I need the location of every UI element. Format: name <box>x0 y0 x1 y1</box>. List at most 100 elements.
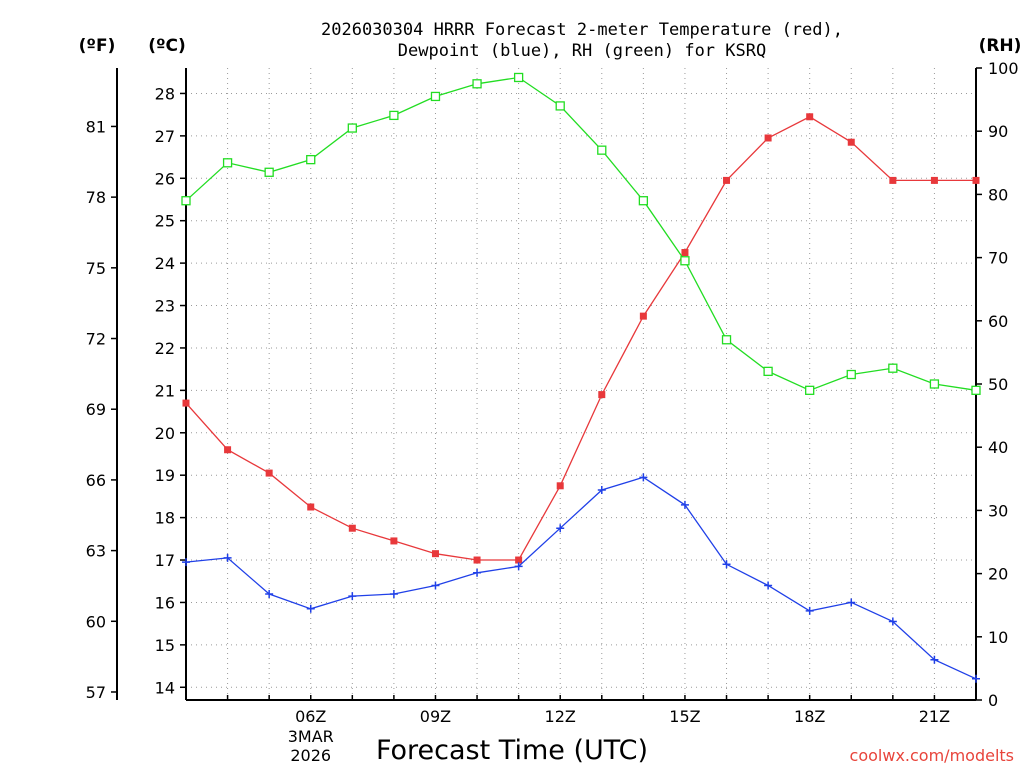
temperature-point <box>681 249 689 257</box>
fahrenheit-tick-label: 60 <box>86 612 106 631</box>
rh-point <box>389 110 399 121</box>
dewpoint-point <box>306 604 315 613</box>
rh-point <box>846 369 856 380</box>
celsius-tick-label: 27 <box>155 127 175 146</box>
temperature-line <box>185 116 976 561</box>
celsius-tick-label: 28 <box>155 84 175 103</box>
celsius-tick-label: 25 <box>155 212 175 231</box>
rh-tick-label: 80 <box>988 185 1008 204</box>
rh-point <box>513 72 524 83</box>
x-tick-label: 09Z <box>420 707 451 726</box>
rh-point <box>929 379 940 389</box>
temperature-point <box>348 524 356 532</box>
rh-tick-label: 40 <box>988 438 1008 457</box>
rh-line <box>185 76 977 392</box>
rh-point <box>264 167 274 177</box>
rh-point <box>888 363 898 373</box>
temperature-point <box>764 134 772 142</box>
dewpoint-point <box>805 606 814 615</box>
fahrenheit-tick-label: 69 <box>86 400 106 419</box>
dewpoint-point <box>389 589 398 598</box>
dewpoint-point <box>182 558 190 567</box>
celsius-tick-label: 21 <box>155 381 175 400</box>
rh-tick-label: 30 <box>988 501 1008 520</box>
dewpoint-point <box>722 560 731 569</box>
celsius-tick-label: 20 <box>155 424 175 443</box>
rh-tick-label: 50 <box>988 375 1008 394</box>
temperature-point <box>556 482 564 490</box>
rh-point <box>680 256 690 266</box>
temperature-point <box>806 113 814 121</box>
rh-point <box>472 79 482 89</box>
dewpoint-line <box>185 476 977 680</box>
tick-labels: 14 15 16 17 18 19 20 21 22 23 24 25 26 27 28 57 60 63 66 69… <box>86 59 1019 765</box>
rh-tick-label: 0 <box>988 691 998 710</box>
celsius-tick-label: 17 <box>155 551 175 570</box>
rh-point <box>805 385 815 395</box>
credit-link[interactable]: coolwx.com/modelts <box>850 746 1014 765</box>
x-tick-label: 15Z <box>669 707 700 726</box>
dewpoint-point <box>888 617 897 626</box>
dewpoint-point <box>639 473 648 482</box>
dewpoint-point <box>847 598 856 607</box>
celsius-tick-label: 16 <box>155 593 175 612</box>
rh-tick-label: 60 <box>988 312 1008 331</box>
x-tick-label: 06Z <box>295 707 326 726</box>
celsius-unit-label: (ºC) <box>148 36 186 56</box>
fahrenheit-tick-label: 57 <box>86 683 106 702</box>
rh-point <box>222 158 233 168</box>
temperature-point <box>598 391 606 399</box>
dewpoint-point <box>473 568 482 577</box>
celsius-tick-label: 22 <box>155 339 175 358</box>
date-label-year: 2026 <box>290 746 331 765</box>
dewpoint-point <box>556 524 565 533</box>
fahrenheit-tick-label: 66 <box>86 471 106 490</box>
fahrenheit-tick-label: 81 <box>86 117 106 136</box>
temperature-point <box>723 176 731 184</box>
rh-point <box>430 91 441 102</box>
dewpoint-point <box>680 500 689 509</box>
temperature-point <box>182 399 190 407</box>
chart-title: 2026030304 HRRR Forecast 2-meter Tempera… <box>321 20 843 40</box>
rh-point <box>763 366 773 377</box>
celsius-tick-label: 26 <box>155 169 175 188</box>
celsius-tick-label: 24 <box>155 254 175 273</box>
temperature-point <box>847 138 855 146</box>
celsius-tick-label: 14 <box>155 678 175 697</box>
celsius-tick-label: 19 <box>155 466 175 485</box>
rh-point <box>721 335 732 345</box>
temperature-point <box>224 446 232 454</box>
rh-tick-label: 10 <box>988 628 1008 647</box>
rh-point <box>347 123 357 133</box>
temperature-point <box>431 550 439 558</box>
temperature-point <box>972 176 980 184</box>
temperature-point <box>307 503 315 511</box>
dewpoint-point <box>972 674 980 683</box>
rh-point <box>971 385 981 395</box>
x-tick-label: 18Z <box>794 707 825 726</box>
chart-title-line2: Dewpoint (blue), RH (green) for KSRQ <box>398 41 766 61</box>
rh-point <box>597 145 607 155</box>
date-label-month: 3MAR <box>288 727 334 746</box>
fahrenheit-tick-label: 75 <box>86 259 106 278</box>
dewpoint-point <box>265 589 274 598</box>
temperature-point <box>390 537 398 545</box>
rh-tick-label: 100 <box>988 59 1019 78</box>
rh-point <box>555 101 565 111</box>
fahrenheit-tick-label: 72 <box>86 330 106 349</box>
rh-unit-label: (RH) <box>979 36 1022 56</box>
temperature-point <box>515 556 523 564</box>
fahrenheit-unit-label: (ºF) <box>79 36 116 56</box>
fahrenheit-tick-label: 78 <box>86 188 106 207</box>
rh-point <box>638 196 649 206</box>
fahrenheit-tick-label: 63 <box>86 542 106 561</box>
rh-point <box>306 154 316 165</box>
dewpoint-point <box>514 562 523 571</box>
rh-tick-label: 70 <box>988 249 1008 268</box>
dewpoint-point <box>930 655 939 664</box>
temperature-point <box>265 469 273 477</box>
temperature-point <box>473 556 481 564</box>
temperature-point <box>930 176 938 184</box>
celsius-tick-label: 18 <box>155 509 175 528</box>
